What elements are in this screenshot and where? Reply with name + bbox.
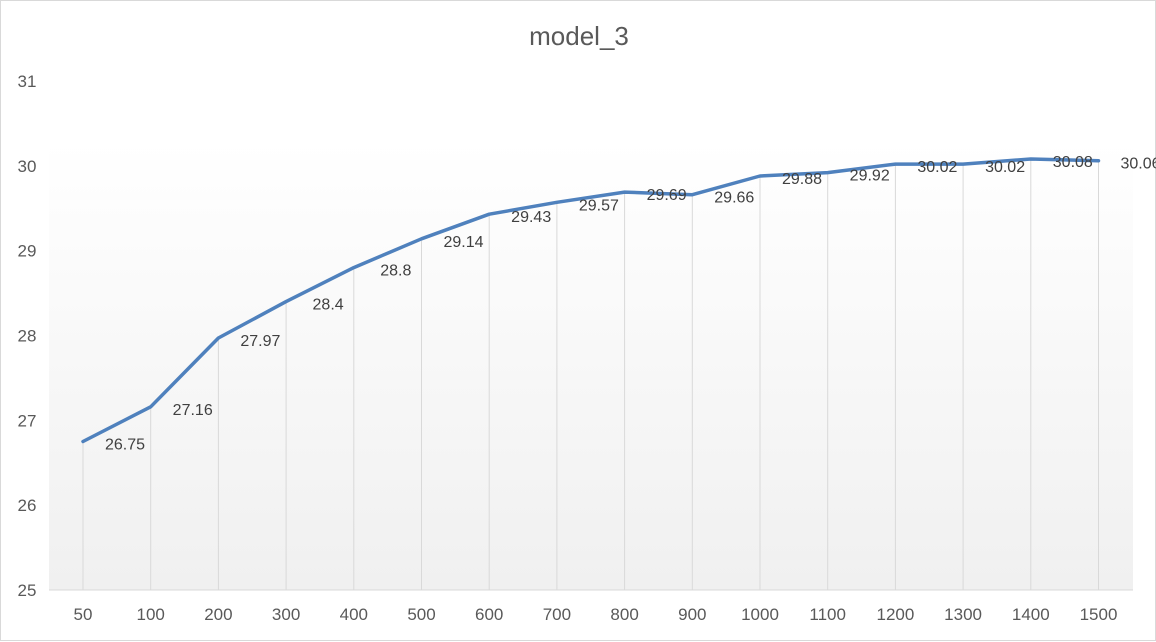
y-tick-label: 26 [18,496,37,515]
x-tick-label: 800 [610,605,638,624]
plot-area [49,141,1133,590]
x-tick-label: 1100 [809,605,846,624]
data-label: 29.88 [782,171,822,188]
data-label: 29.43 [511,209,551,226]
x-tick-label: 700 [543,605,571,624]
x-tick-label: 500 [407,605,435,624]
x-tick-label: 600 [475,605,503,624]
chart-title: model_3 [529,21,629,51]
x-tick-label: 100 [137,605,165,624]
y-tick-label: 29 [18,242,37,261]
y-axis-ticks: 25 26 27 28 29 30 31 [18,72,37,600]
data-label: 26.75 [105,437,145,454]
x-tick-label: 900 [678,605,706,624]
data-label: 30.06 [1120,156,1156,173]
x-tick-label: 200 [204,605,232,624]
x-axis-ticks: 50 100 200 300 400 500 600 700 800 900 1000 1100 120… [74,605,1118,624]
drop-lines [82,159,1099,590]
data-label: 29.69 [647,187,687,204]
x-tick-label: 300 [272,605,300,624]
data-label: 30.08 [1053,154,1093,171]
x-tick-label: 1400 [1012,605,1050,624]
y-tick-label: 27 [18,411,37,430]
data-label: 27.97 [240,333,280,350]
data-label: 29.92 [850,168,890,185]
x-tick-label: 1200 [876,605,914,624]
y-tick-label: 25 [18,581,37,600]
x-tick-label: 50 [74,605,93,624]
data-label: 28.4 [313,297,344,314]
series-line [81,157,1101,444]
data-label: 29.14 [443,234,483,251]
data-label: 30.02 [917,159,957,176]
data-label: 27.16 [173,402,213,419]
data-label: 28.8 [380,263,411,280]
data-label: 30.02 [985,159,1025,176]
y-tick-label: 31 [18,72,37,91]
x-tick-label: 1300 [944,605,982,624]
data-labels: 26.75 27.16 27.97 28.4 28.8 29.14 29.43 29.57 29… [105,154,1156,453]
x-tick-label: 400 [340,605,368,624]
x-tick-label: 1500 [1080,605,1118,624]
y-tick-label: 28 [18,327,37,346]
data-label: 29.57 [579,197,619,214]
x-tick-label: 1000 [741,605,779,624]
y-tick-label: 30 [18,157,37,176]
data-label: 29.66 [714,190,754,207]
